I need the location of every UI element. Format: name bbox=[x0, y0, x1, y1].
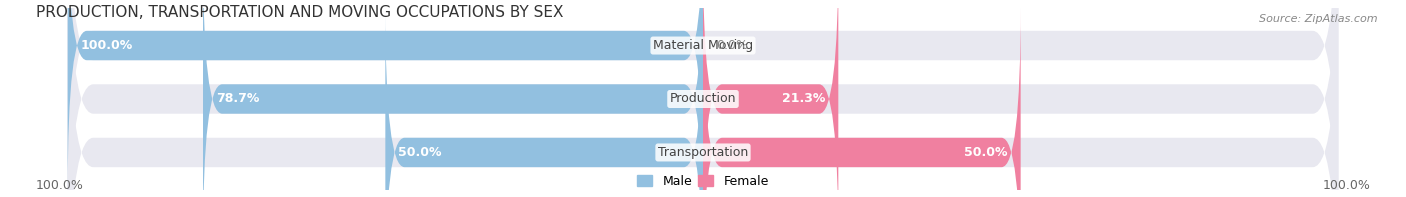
Text: PRODUCTION, TRANSPORTATION AND MOVING OCCUPATIONS BY SEX: PRODUCTION, TRANSPORTATION AND MOVING OC… bbox=[37, 5, 564, 20]
FancyBboxPatch shape bbox=[67, 0, 1339, 197]
Text: Production: Production bbox=[669, 93, 737, 106]
Text: 100.0%: 100.0% bbox=[80, 39, 132, 52]
Text: Source: ZipAtlas.com: Source: ZipAtlas.com bbox=[1260, 14, 1378, 24]
FancyBboxPatch shape bbox=[703, 7, 1021, 197]
Text: 50.0%: 50.0% bbox=[398, 146, 441, 159]
Text: 50.0%: 50.0% bbox=[965, 146, 1008, 159]
FancyBboxPatch shape bbox=[703, 0, 838, 197]
Text: 0.0%: 0.0% bbox=[716, 39, 748, 52]
FancyBboxPatch shape bbox=[67, 0, 703, 191]
Text: 21.3%: 21.3% bbox=[782, 93, 825, 106]
Legend: Male, Female: Male, Female bbox=[633, 170, 773, 193]
FancyBboxPatch shape bbox=[385, 7, 703, 197]
FancyBboxPatch shape bbox=[67, 0, 1339, 197]
FancyBboxPatch shape bbox=[67, 0, 1339, 197]
Text: Material Moving: Material Moving bbox=[652, 39, 754, 52]
FancyBboxPatch shape bbox=[202, 0, 703, 197]
Text: 100.0%: 100.0% bbox=[1322, 179, 1369, 192]
Text: 100.0%: 100.0% bbox=[37, 179, 84, 192]
Text: 78.7%: 78.7% bbox=[215, 93, 259, 106]
Text: Transportation: Transportation bbox=[658, 146, 748, 159]
